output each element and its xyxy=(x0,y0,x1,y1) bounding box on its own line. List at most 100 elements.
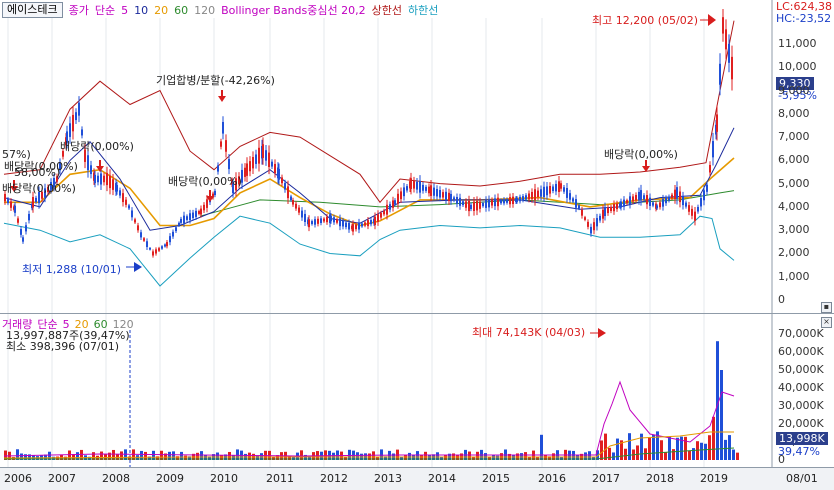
candle-body xyxy=(386,204,388,215)
candle-body xyxy=(671,194,673,199)
candle-body xyxy=(175,227,177,232)
volume-pane-close-button[interactable]: × xyxy=(821,317,832,328)
candle-body xyxy=(685,202,687,207)
volume-bar xyxy=(704,443,707,460)
candle-body xyxy=(590,226,592,234)
volume-ma20-line xyxy=(3,431,734,459)
candle-body xyxy=(200,208,202,215)
max-volume-marker-arrow xyxy=(598,328,606,338)
volume-bar xyxy=(20,453,23,460)
candle-body xyxy=(512,196,514,205)
vol-legend-ma5: 5 xyxy=(62,317,70,331)
candle-body xyxy=(367,220,369,227)
candle-body xyxy=(59,162,61,171)
candle-body xyxy=(81,129,83,136)
candle-body xyxy=(394,200,396,205)
pane-divider[interactable] xyxy=(0,313,834,314)
candle-body xyxy=(361,223,363,227)
candle-body xyxy=(255,154,257,164)
time-axis[interactable]: 2006 2007 2008 2009 2010 2011 2012 2013 2014 2015… xyxy=(0,467,834,490)
volume-bar xyxy=(660,440,663,460)
volume-bar xyxy=(108,452,111,460)
volume-axis-tick: 60,000K xyxy=(778,345,824,358)
volume-bar xyxy=(200,451,203,460)
candle-body xyxy=(709,165,711,173)
volume-bar xyxy=(168,451,171,460)
legend-ma-type: 단순 xyxy=(94,4,116,17)
candle-body xyxy=(620,201,622,208)
price-axis-tick: 1,000 xyxy=(778,269,810,283)
volume-bar xyxy=(160,450,163,460)
volume-bar xyxy=(4,450,7,460)
candle-body xyxy=(629,196,631,205)
candle-body xyxy=(413,180,415,189)
current-volume-pct: 39,47% xyxy=(778,445,820,458)
candle-body xyxy=(688,205,690,212)
volume-bar xyxy=(48,451,51,460)
volume-chart-pane[interactable]: 70,000K 60,000K 50,000K 40,000K 30,000K 20,00… xyxy=(0,314,834,467)
candle-body xyxy=(119,190,121,196)
stock-name[interactable]: 에이스테크 xyxy=(2,2,63,18)
candle-body xyxy=(268,152,270,167)
candle-body xyxy=(479,201,481,209)
candle-body xyxy=(180,218,182,223)
candle-body xyxy=(374,216,376,226)
candle-body xyxy=(326,216,328,223)
annotation-div4: 배당락(0,00%) xyxy=(604,148,678,161)
candle-body xyxy=(712,141,714,158)
candle-body xyxy=(596,218,598,227)
price-axis-tick: 8,000 xyxy=(778,106,810,120)
volume-bar xyxy=(128,456,131,460)
candle-body xyxy=(716,114,718,132)
candle-body xyxy=(228,159,230,170)
volume-bar xyxy=(512,455,515,460)
time-axis-label: 2014 xyxy=(428,472,456,485)
candle-body xyxy=(676,187,678,199)
candle-body xyxy=(406,186,408,191)
candle-body xyxy=(100,173,102,185)
candle-body xyxy=(422,184,424,191)
candle-body xyxy=(719,63,721,85)
candle-body xyxy=(109,175,111,189)
candle-body xyxy=(301,210,303,218)
volume-bar xyxy=(724,439,727,460)
volume-bar xyxy=(288,455,291,460)
price-chart-pane[interactable]: 에이스테크 종가 단순 5 10 20 60 120 Bollinger Ban… xyxy=(0,0,834,313)
candle-body xyxy=(298,207,300,213)
price-pane-collapse-button[interactable]: ▪ xyxy=(821,302,832,313)
volume-bar xyxy=(88,456,91,460)
candle-body xyxy=(616,203,618,210)
volume-bar xyxy=(732,449,735,460)
annotation-low: 최저 1,288 (10/01) xyxy=(22,263,122,276)
marker-arrow xyxy=(10,186,18,192)
candle-body xyxy=(543,186,545,198)
candle-body xyxy=(668,196,670,201)
volume-bar xyxy=(496,455,499,460)
candle-body xyxy=(265,150,267,161)
volume-bar xyxy=(100,451,103,460)
volume-bar xyxy=(272,456,275,460)
candle-body xyxy=(462,201,464,206)
volume-bar xyxy=(120,451,123,460)
candle-body xyxy=(314,219,316,225)
volume-bar xyxy=(148,456,151,460)
volume-bar xyxy=(384,456,387,460)
candle-body xyxy=(214,190,216,196)
candle-body xyxy=(198,211,200,214)
candle-body xyxy=(225,140,227,152)
candle-body xyxy=(166,242,168,247)
volume-bar xyxy=(640,433,643,460)
volume-bar xyxy=(24,454,27,460)
candle-body xyxy=(7,199,9,204)
volume-bar xyxy=(612,452,615,460)
candle-body xyxy=(235,178,237,191)
candle-body xyxy=(125,199,127,205)
candle-body xyxy=(674,189,676,200)
volume-info-line2: 최소 398,396 (07/01) xyxy=(6,340,120,353)
candle-body xyxy=(558,181,560,193)
volume-chart xyxy=(3,314,773,467)
candle-body xyxy=(725,29,727,50)
volume-bar xyxy=(220,455,223,460)
volume-bar xyxy=(420,455,423,460)
candle-body xyxy=(476,201,478,211)
